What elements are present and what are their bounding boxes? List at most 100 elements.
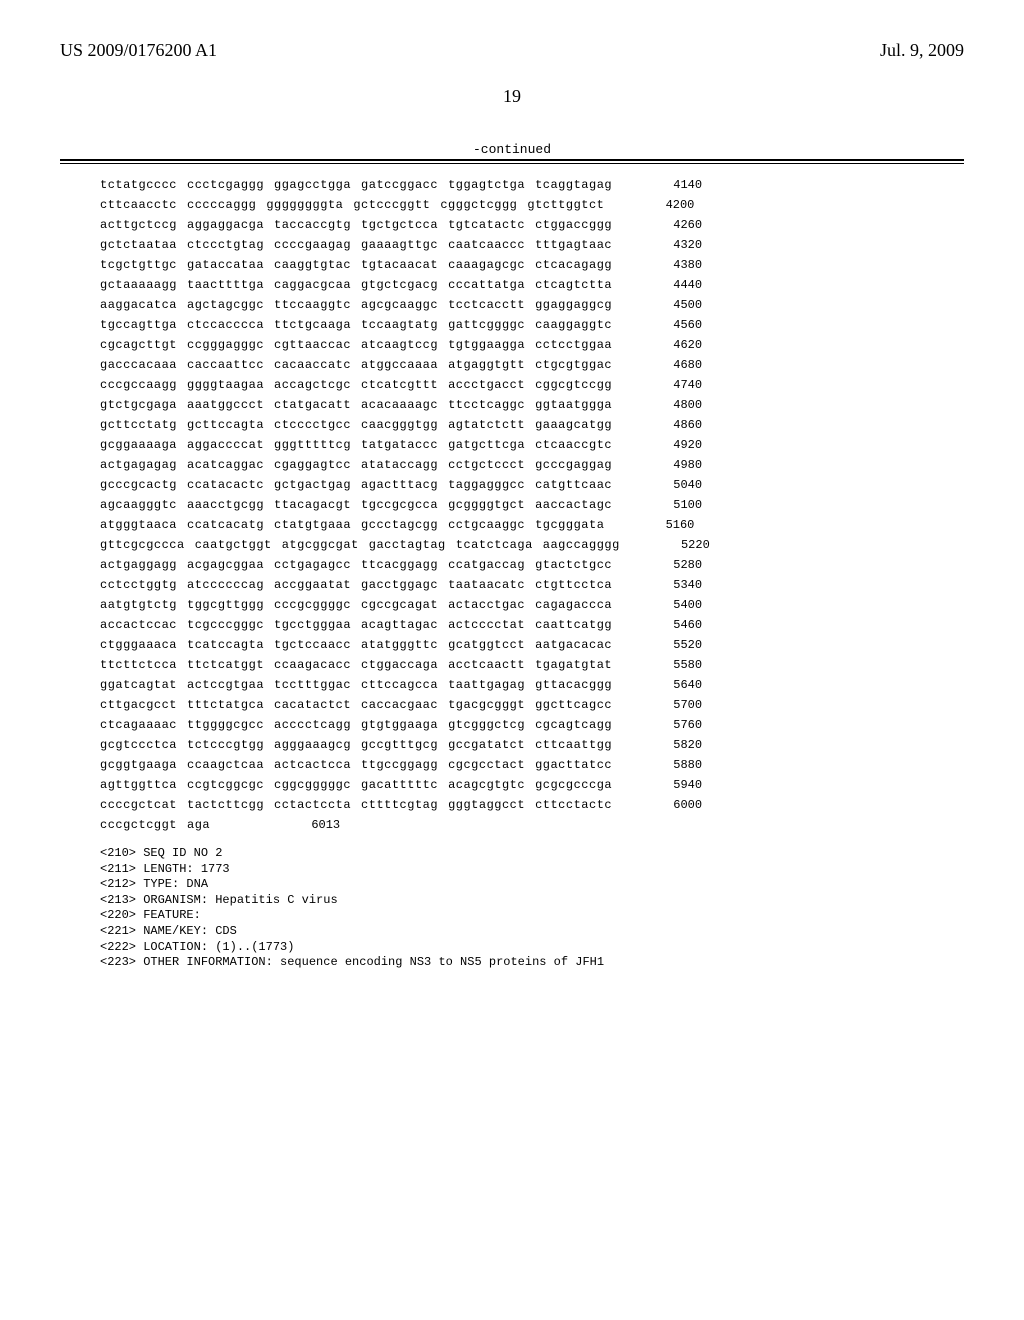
sequence-groups: aatgtgtctgtggcgttgggcccgcggggccgccgcagat… xyxy=(100,599,622,611)
sequence-group: gcgcgcccga xyxy=(535,778,612,792)
sequence-group: gatgcttcga xyxy=(448,438,525,452)
sequence-group: accactccac xyxy=(100,618,177,632)
sequence-groups: gttcgcgcccacaatgctggtatgcggcgatgacctagta… xyxy=(100,539,630,551)
sequence-groups: gcgtccctcatctcccgtggagggaaagcggccgtttgcg… xyxy=(100,739,622,751)
sequence-group: tgctgctcca xyxy=(361,218,438,232)
sequence-group: gcgtccctca xyxy=(100,738,177,752)
sequence-group: tgtggaagga xyxy=(448,338,525,352)
sequence-group: tcgcccgggc xyxy=(187,618,264,632)
sequence-group: acagttagac xyxy=(361,618,438,632)
sequence-group: ccccgaagag xyxy=(274,238,351,252)
sequence-group: tcatccagta xyxy=(187,638,264,652)
sequence-group: actcactcca xyxy=(274,758,351,772)
sequence-groups: cccgctcggt aga xyxy=(100,819,260,831)
sequence-row: tcgctgttgcgataccataacaaggtgtactgtacaacat… xyxy=(100,259,964,271)
sequence-group: ttctgcaaga xyxy=(274,318,351,332)
sequence-group: cgccgcagat xyxy=(361,598,438,612)
sequence-group: cgcagtcagg xyxy=(535,718,612,732)
sequence-group: cgggctcggg xyxy=(440,198,517,212)
sequence-group: ctggaccggg xyxy=(535,218,612,232)
page-number: 19 xyxy=(60,86,964,107)
sequence-group: ggacttatcc xyxy=(535,758,612,772)
sequence-group: gccgatatct xyxy=(448,738,525,752)
sequence-group: cccgcggggc xyxy=(274,598,351,612)
sequence-group: tttgagtaac xyxy=(535,238,612,252)
rule-heavy xyxy=(60,159,964,161)
sequence-row: cccgccaaggggggtaagaaaccagctcgcctcatcgttt… xyxy=(100,379,964,391)
sequence-group: caaagagcgc xyxy=(448,258,525,272)
sequence-position: 4920 xyxy=(652,439,702,451)
sequence-row: actgaggaggacgagcggaacctgagagccttcacggagg… xyxy=(100,559,964,571)
sequence-group: tgccagttga xyxy=(100,318,177,332)
sequence-row: gacccacaaacaccaattcccacaaccatcatggccaaaa… xyxy=(100,359,964,371)
sequence-group: cccgccaagg xyxy=(100,378,177,392)
sequence-group: ccaagctcaa xyxy=(187,758,264,772)
sequence-groups: aaggacatcaagctagcggcttccaaggtcagcgcaaggc… xyxy=(100,299,622,311)
sequence-position: 4980 xyxy=(652,459,702,471)
sequence-group: tcctttggac xyxy=(274,678,351,692)
sequence-group: aaccactagc xyxy=(535,498,612,512)
sequence-position: 4380 xyxy=(652,259,702,271)
sequence-group: tctcccgtgg xyxy=(187,738,264,752)
sequence-group: tactcttcgg xyxy=(187,798,264,812)
sequence-group: gtactctgcc xyxy=(535,558,612,572)
sequence-position: 5400 xyxy=(652,599,702,611)
sequence-group: cctgagagcc xyxy=(274,558,351,572)
sequence-group: cctcctggaa xyxy=(535,338,612,352)
sequence-row: gctaaaaaggtaacttttgacaggacgcaagtgctcgacg… xyxy=(100,279,964,291)
sequence-groups: gctctaataactccctgtagccccgaagaggaaaagttgc… xyxy=(100,239,622,251)
sequence-groups: cttcaacctccccccagggggggggggtagctcccggttc… xyxy=(100,199,614,211)
annotation-line: <223> OTHER INFORMATION: sequence encodi… xyxy=(100,955,964,971)
sequence-group: gacccacaaa xyxy=(100,358,177,372)
sequence-group: actccgtgaa xyxy=(187,678,264,692)
sequence-group: gattcggggc xyxy=(448,318,525,332)
sequence-row: agttggttcaccgtcggcgccggcgggggcgacatttttc… xyxy=(100,779,964,791)
sequence-position: 5760 xyxy=(652,719,702,731)
sequence-position: 5820 xyxy=(652,739,702,751)
sequence-group: tgcctgggaa xyxy=(274,618,351,632)
sequence-groups: gtctgcgagaaaatggccctctatgacattacacaaaagc… xyxy=(100,399,622,411)
sequence-row: gtctgcgagaaaatggccctctatgacattacacaaaagc… xyxy=(100,399,964,411)
annotation-line: <212> TYPE: DNA xyxy=(100,877,964,893)
sequence-group: gttcgcgccca xyxy=(100,538,185,552)
sequence-group: tcaggtagag xyxy=(535,178,612,192)
sequence-group: gcggggtgct xyxy=(448,498,525,512)
continued-label: -continued xyxy=(60,142,964,157)
sequence-group: cctactccta xyxy=(274,798,351,812)
sequence-group: actacctgac xyxy=(448,598,525,612)
sequence-group: aga xyxy=(187,818,210,832)
sequence-group: aaggacatca xyxy=(100,298,177,312)
sequence-group: tcctcacctt xyxy=(448,298,525,312)
sequence-position: 5340 xyxy=(652,579,702,591)
sequence-group: ggcttcagcc xyxy=(535,698,612,712)
sequence-group: caattcatgg xyxy=(535,618,612,632)
sequence-group: ctggaccaga xyxy=(361,658,438,672)
sequence-group: atccccccag xyxy=(187,578,264,592)
rule-thin xyxy=(60,163,964,164)
sequence-group: gttacacggg xyxy=(535,678,612,692)
sequence-group: cccgctcggt xyxy=(100,818,177,832)
sequence-group: ttggggcgcc xyxy=(187,718,264,732)
sequence-group: taacttttga xyxy=(187,278,264,292)
sequence-group: caacgggtgg xyxy=(361,418,438,432)
sequence-group: actcccctat xyxy=(448,618,525,632)
sequence-position: 4200 xyxy=(644,199,694,211)
sequence-group: ttcctcaggc xyxy=(448,398,525,412)
sequence-group: agcgcaaggc xyxy=(361,298,438,312)
sequence-group: cttcaacctc xyxy=(100,198,177,212)
sequence-group: actgagagag xyxy=(100,458,177,472)
sequence-group: ccgtcggcgc xyxy=(187,778,264,792)
sequence-groups: actgaggaggacgagcggaacctgagagccttcacggagg… xyxy=(100,559,622,571)
sequence-position: 4560 xyxy=(652,319,702,331)
sequence-position: 4320 xyxy=(652,239,702,251)
sequence-group: aaacctgcgg xyxy=(187,498,264,512)
sequence-position: 4440 xyxy=(652,279,702,291)
sequence-position: 4500 xyxy=(652,299,702,311)
sequence-group: agtatctctt xyxy=(448,418,525,432)
sequence-group: ccctcgaggg xyxy=(187,178,264,192)
sequence-group: tgccgcgcca xyxy=(361,498,438,512)
sequence-groups: cccgccaaggggggtaagaaaccagctcgcctcatcgttt… xyxy=(100,379,622,391)
sequence-row: ggatcagtatactccgtgaatcctttggaccttccagcca… xyxy=(100,679,964,691)
sequence-group: atatgggttc xyxy=(361,638,438,652)
sequence-position: 5520 xyxy=(652,639,702,651)
